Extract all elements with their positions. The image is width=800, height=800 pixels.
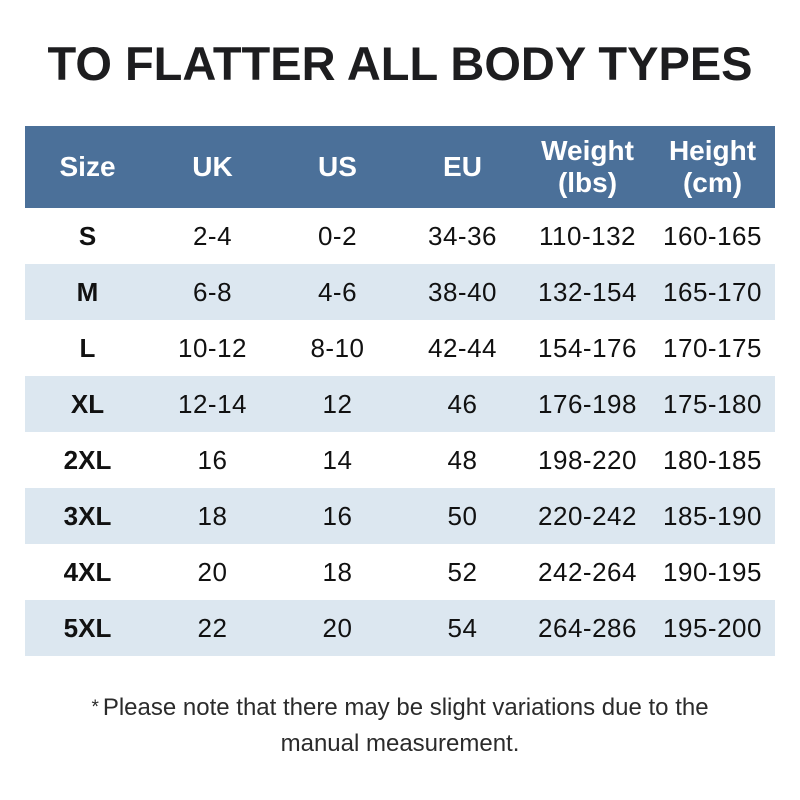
col-header-size: Size bbox=[59, 150, 116, 182]
uk-cell: 2-4 bbox=[192, 220, 233, 251]
weight-cell: 264-286 bbox=[538, 612, 637, 643]
weight-cell: 220-242 bbox=[538, 500, 637, 531]
uk-cell: 22 bbox=[197, 612, 228, 643]
table-row-s: S 2-4 0-2 34-36 110-132 160-165 bbox=[25, 208, 775, 264]
footnote-text: Please note that there may be slight var… bbox=[102, 694, 709, 757]
weight-cell: 154-176 bbox=[538, 332, 637, 363]
us-cell: 8-10 bbox=[310, 332, 365, 363]
table-row-m: M 6-8 4-6 38-40 132-154 165-170 bbox=[25, 264, 775, 320]
height-cell: 195-200 bbox=[663, 612, 762, 643]
height-cell: 160-165 bbox=[663, 220, 762, 251]
height-cell: 165-170 bbox=[663, 276, 762, 307]
uk-cell: 6-8 bbox=[192, 276, 233, 307]
col-header-weight-line2: (lbs) bbox=[557, 167, 618, 198]
col-header-height-line2: (cm) bbox=[682, 167, 743, 198]
size-cell: 3XL bbox=[63, 500, 112, 531]
col-header-height: Height (cm) bbox=[650, 126, 775, 208]
eu-cell: 48 bbox=[447, 444, 478, 475]
table-row-l: L 10-12 8-10 42-44 154-176 170-175 bbox=[25, 320, 775, 376]
footnote-marker: * bbox=[91, 697, 99, 718]
us-cell: 20 bbox=[322, 612, 353, 643]
size-cell: 5XL bbox=[63, 612, 112, 643]
us-cell: 14 bbox=[322, 444, 353, 475]
weight-cell: 132-154 bbox=[538, 276, 637, 307]
height-cell: 170-175 bbox=[663, 332, 762, 363]
eu-cell: 46 bbox=[447, 388, 478, 419]
height-cell: 190-195 bbox=[663, 556, 762, 587]
weight-cell: 242-264 bbox=[538, 556, 637, 587]
col-header-uk: UK bbox=[192, 150, 233, 182]
table-row-5xl: 5XL 22 20 54 264-286 195-200 bbox=[25, 600, 775, 656]
eu-cell: 42-44 bbox=[428, 332, 497, 363]
size-cell: 2XL bbox=[63, 444, 112, 475]
uk-cell: 10-12 bbox=[178, 332, 247, 363]
eu-cell: 50 bbox=[447, 500, 478, 531]
eu-cell: 38-40 bbox=[428, 276, 497, 307]
size-cell: S bbox=[78, 220, 97, 251]
col-header-weight-line1: Weight bbox=[541, 134, 634, 166]
table-row-2xl: 2XL 16 14 48 198-220 180-185 bbox=[25, 432, 775, 488]
col-header-height-line1: Height bbox=[668, 134, 757, 166]
us-cell: 4-6 bbox=[317, 276, 358, 307]
table-row-3xl: 3XL 18 16 50 220-242 185-190 bbox=[25, 488, 775, 544]
col-header-eu: EU bbox=[443, 150, 482, 182]
size-cell: XL bbox=[70, 388, 105, 419]
uk-cell: 16 bbox=[197, 444, 228, 475]
size-cell: M bbox=[76, 276, 99, 307]
us-cell: 18 bbox=[322, 556, 353, 587]
size-cell: L bbox=[79, 332, 96, 363]
table-row-xl: XL 12-14 12 46 176-198 175-180 bbox=[25, 376, 775, 432]
eu-cell: 34-36 bbox=[428, 220, 497, 251]
table-row-4xl: 4XL 20 18 52 242-264 190-195 bbox=[25, 544, 775, 600]
uk-cell: 20 bbox=[197, 556, 228, 587]
eu-cell: 54 bbox=[447, 612, 478, 643]
page-title: TO FLATTER ALL BODY TYPES bbox=[47, 37, 753, 90]
weight-cell: 110-132 bbox=[539, 220, 636, 251]
col-header-weight: Weight (lbs) bbox=[525, 126, 650, 208]
weight-cell: 176-198 bbox=[538, 388, 637, 419]
uk-cell: 18 bbox=[197, 500, 228, 531]
uk-cell: 12-14 bbox=[178, 388, 247, 419]
col-header-us: US bbox=[318, 150, 357, 182]
table-header-row: Size UK US EU Weight (lbs) Height (cm) bbox=[25, 126, 775, 208]
us-cell: 16 bbox=[322, 500, 353, 531]
height-cell: 175-180 bbox=[663, 388, 762, 419]
eu-cell: 52 bbox=[447, 556, 478, 587]
us-cell: 0-2 bbox=[317, 220, 358, 251]
weight-cell: 198-220 bbox=[538, 444, 637, 475]
height-cell: 180-185 bbox=[663, 444, 762, 475]
size-cell: 4XL bbox=[63, 556, 112, 587]
us-cell: 12 bbox=[322, 388, 353, 419]
height-cell: 185-190 bbox=[663, 500, 762, 531]
footnote: * Please note that there may be slight va… bbox=[75, 690, 725, 762]
size-chart-table: Size UK US EU Weight (lbs) Height (cm) S… bbox=[25, 126, 775, 656]
